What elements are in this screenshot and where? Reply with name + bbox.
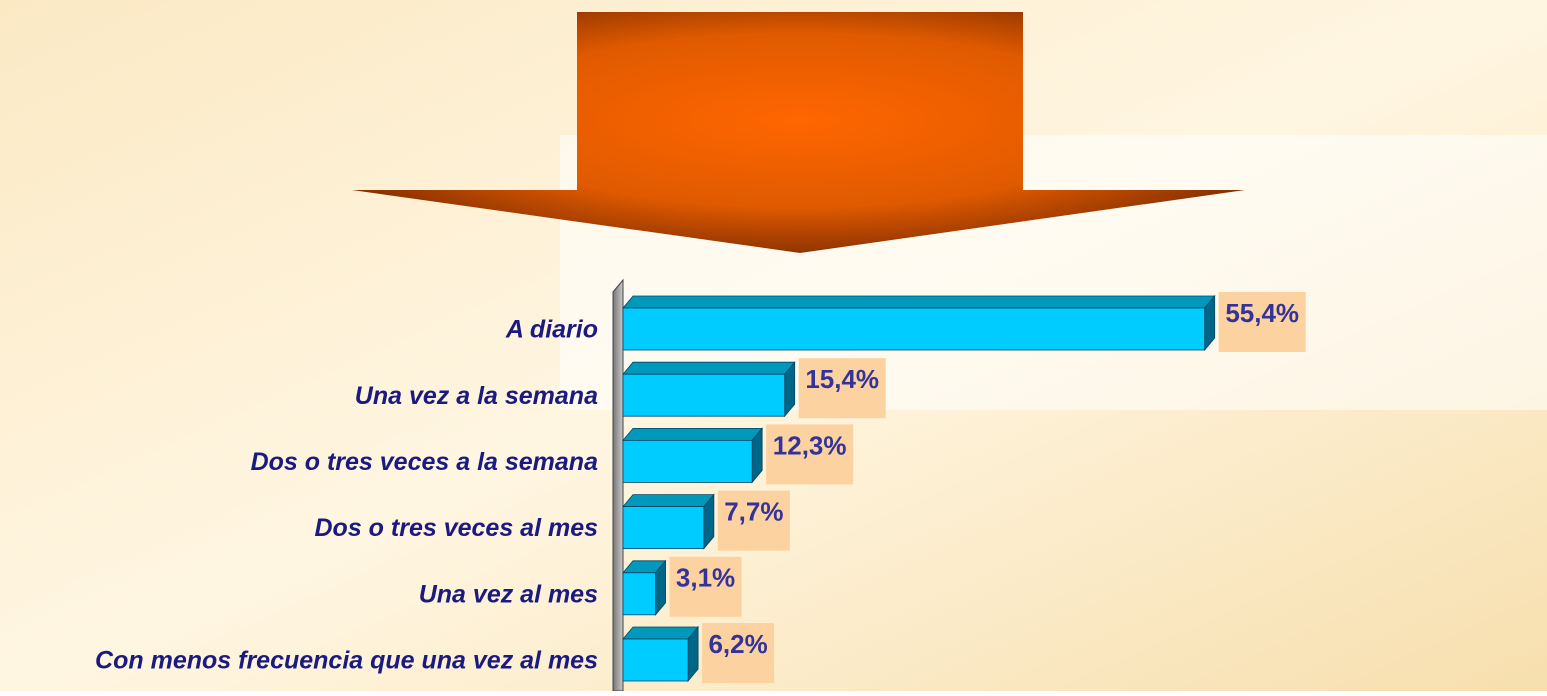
value-label: 3,1% bbox=[676, 563, 735, 593]
value-label: 12,3% bbox=[773, 430, 847, 460]
category-label: Una vez al mes bbox=[419, 580, 598, 608]
bar-top bbox=[623, 428, 762, 440]
bar-top bbox=[623, 495, 714, 507]
axis-wall bbox=[613, 280, 623, 691]
bar bbox=[623, 507, 704, 549]
bar bbox=[623, 573, 656, 615]
bar bbox=[623, 639, 688, 681]
category-label: A diario bbox=[505, 316, 598, 344]
value-label: 55,4% bbox=[1225, 298, 1299, 328]
value-label: 7,7% bbox=[724, 496, 783, 526]
category-label: Dos o tres veces a la semana bbox=[251, 448, 599, 476]
page: A diario 55,4% Una vez a la semana 15,4% Dos… bbox=[0, 0, 1547, 691]
bar bbox=[623, 308, 1205, 350]
value-label: 6,2% bbox=[708, 629, 767, 659]
bar-top bbox=[623, 627, 698, 639]
category-label: Con menos frecuencia que una vez al mes bbox=[95, 647, 598, 675]
chart: A diario 55,4% Una vez a la semana 15,4% Dos… bbox=[0, 0, 1547, 691]
bar bbox=[623, 374, 785, 416]
bar-top bbox=[623, 296, 1215, 308]
value-label: 15,4% bbox=[805, 364, 879, 394]
category-label: Una vez a la semana bbox=[355, 382, 598, 410]
category-label: Dos o tres veces al mes bbox=[315, 514, 599, 542]
bar bbox=[623, 440, 752, 482]
bar-top bbox=[623, 362, 795, 374]
